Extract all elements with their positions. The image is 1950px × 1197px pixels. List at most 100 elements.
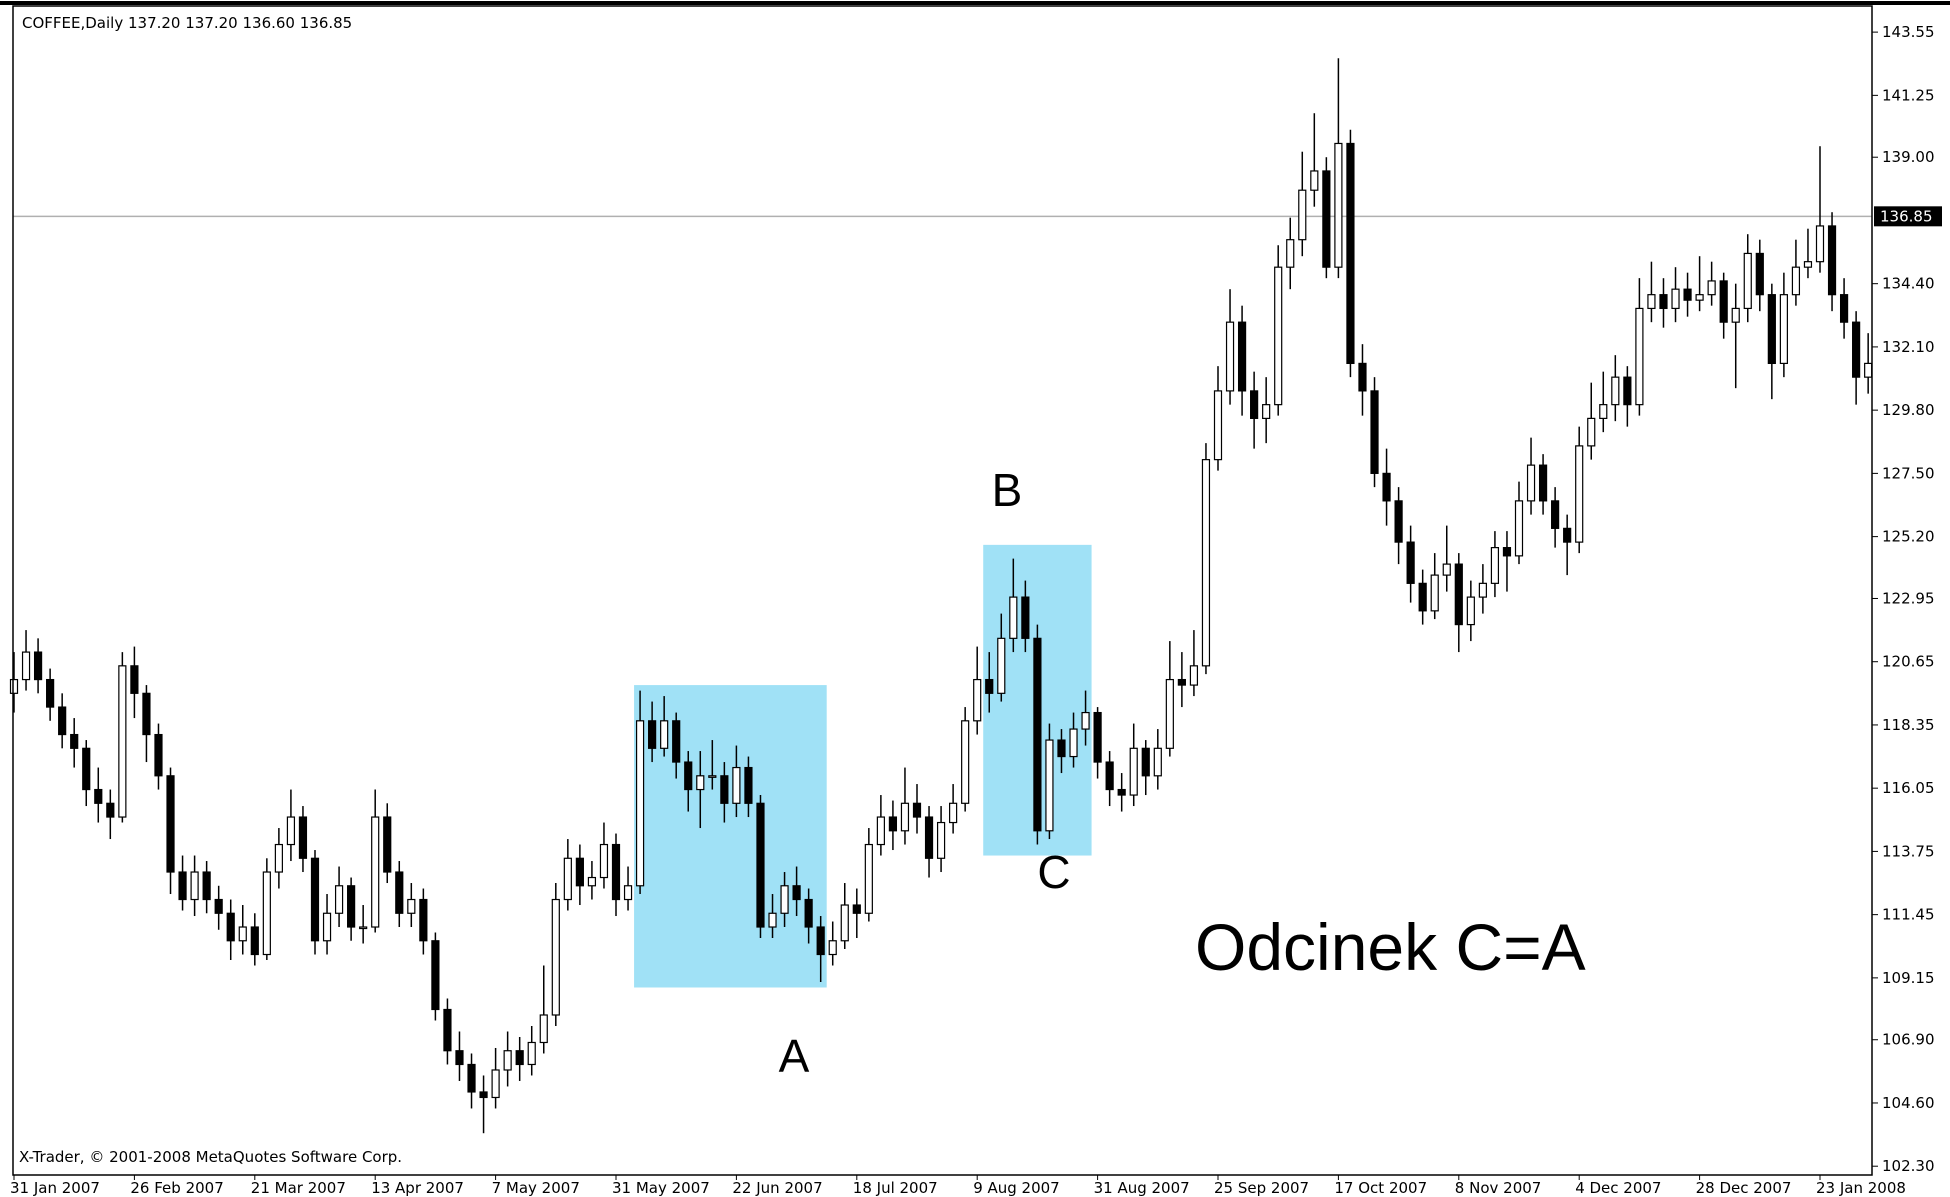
candle-body xyxy=(1695,294,1704,301)
x-tick-label: 13 Apr 2007 xyxy=(371,1179,464,1197)
candle-body xyxy=(961,720,970,804)
candle-body xyxy=(1153,747,1162,777)
candle-body xyxy=(792,885,801,901)
candle-body xyxy=(1237,321,1247,392)
candle-body xyxy=(648,720,657,749)
candle-body xyxy=(1864,362,1873,378)
candle-body xyxy=(359,926,368,930)
candle-body xyxy=(94,788,103,804)
candle-body xyxy=(575,857,584,887)
candle-body xyxy=(1298,189,1307,241)
candle-body xyxy=(190,871,199,901)
candle-body xyxy=(1394,500,1403,543)
candle-body xyxy=(563,857,572,901)
annotation: B xyxy=(992,464,1023,516)
candle-body xyxy=(1093,711,1102,763)
candle-body xyxy=(973,678,982,722)
candle-body xyxy=(1490,547,1500,584)
candle-body xyxy=(70,733,79,749)
candle-body xyxy=(1635,307,1644,406)
candle-body xyxy=(828,940,837,956)
candle-body xyxy=(1707,280,1716,296)
candle-body xyxy=(1611,376,1620,406)
candle-body xyxy=(924,816,934,859)
candle-body xyxy=(888,816,898,832)
candle-body xyxy=(1129,747,1138,796)
y-tick-label: 122.95 xyxy=(1882,589,1935,607)
candle-body xyxy=(1587,417,1596,447)
y-tick-label: 111.45 xyxy=(1882,906,1935,924)
candle-body xyxy=(912,802,922,818)
candle-body xyxy=(1177,678,1186,686)
candle-body xyxy=(1839,294,1849,323)
candle-body xyxy=(130,665,139,694)
candle-body xyxy=(1623,376,1632,406)
candle-body xyxy=(997,637,1006,694)
candle-body xyxy=(1671,288,1680,310)
candle-body xyxy=(1105,761,1114,791)
candle-body xyxy=(202,871,211,901)
candle-body xyxy=(33,651,43,681)
candle-body xyxy=(226,912,235,942)
candle-body xyxy=(1274,266,1283,406)
candle-body xyxy=(9,678,19,694)
candle-body xyxy=(1466,596,1475,626)
candle-body xyxy=(732,766,741,804)
candle-body xyxy=(1743,252,1752,310)
candle-body xyxy=(298,816,308,859)
x-tick-label: 28 Dec 2007 xyxy=(1696,1179,1792,1197)
candle-body xyxy=(551,898,560,1016)
price-label: 136.85 xyxy=(1880,207,1933,225)
candle-body xyxy=(1213,390,1223,461)
y-tick-label: 127.50 xyxy=(1882,464,1935,482)
candle-body xyxy=(672,720,681,763)
price-label-box xyxy=(1874,206,1942,227)
candle-body xyxy=(635,720,645,887)
candle-body xyxy=(611,843,621,901)
candle-body xyxy=(1731,307,1740,323)
candle-body xyxy=(1262,404,1271,419)
candle-body xyxy=(1647,294,1656,310)
candle-body xyxy=(443,1008,452,1052)
candle-body xyxy=(178,871,187,901)
candle-body xyxy=(1563,527,1572,543)
candle-body xyxy=(623,885,633,901)
candle-body xyxy=(479,1091,488,1099)
candle-body xyxy=(1165,678,1174,749)
candle-body xyxy=(1803,261,1813,268)
candle-body xyxy=(1791,266,1801,296)
candle-body xyxy=(1250,390,1259,419)
candle-body xyxy=(599,843,609,879)
candle-body xyxy=(1117,788,1126,796)
candle-body xyxy=(949,802,958,824)
annotation: A xyxy=(779,1030,810,1082)
candle-body xyxy=(1767,294,1776,365)
x-tick-label: 17 Oct 2007 xyxy=(1334,1179,1427,1197)
candle-body xyxy=(1526,464,1536,502)
candle-body xyxy=(936,821,946,859)
x-tick-label: 7 May 2007 xyxy=(492,1179,580,1197)
candle-body xyxy=(1575,445,1584,543)
candle-body xyxy=(684,761,693,791)
candle-body xyxy=(756,802,765,928)
candle-body xyxy=(1201,459,1211,667)
y-tick-label: 132.10 xyxy=(1882,338,1935,356)
candle-body xyxy=(1382,472,1391,502)
footer: X-Trader, © 2001-2008 MetaQuotes Softwar… xyxy=(19,1148,402,1166)
candle-body xyxy=(1442,563,1451,576)
x-tick-label: 9 Aug 2007 xyxy=(973,1179,1060,1197)
y-tick-label: 139.00 xyxy=(1882,148,1935,166)
candle-body xyxy=(1719,280,1728,323)
candle-body xyxy=(1346,142,1355,365)
y-tick-label: 102.30 xyxy=(1882,1157,1935,1175)
candle-body xyxy=(491,1069,500,1099)
candle-body xyxy=(708,775,717,778)
candle-body xyxy=(587,876,597,887)
candle-body xyxy=(371,816,380,928)
x-tick-label: 31 Aug 2007 xyxy=(1094,1179,1190,1197)
candle-body xyxy=(383,816,392,873)
candle-body xyxy=(1418,582,1427,612)
candle-body xyxy=(768,912,777,928)
candle-body xyxy=(166,775,175,873)
